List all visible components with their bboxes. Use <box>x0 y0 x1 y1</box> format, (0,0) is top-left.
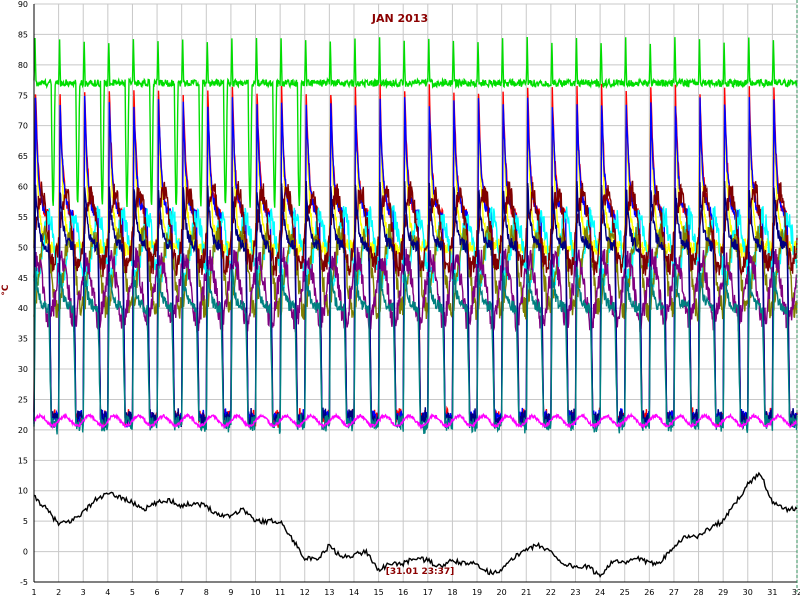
x-tick-label: 29 <box>718 588 728 597</box>
temperature-series-line <box>33 412 798 430</box>
x-tick-label: 11 <box>275 588 285 597</box>
timestamp-label: [31.01 23:37] <box>386 567 454 577</box>
series-layer <box>33 36 798 435</box>
x-tick-label: 17 <box>423 588 433 597</box>
x-tick-label: 22 <box>546 588 556 597</box>
y-tick-label: 35 <box>18 335 28 344</box>
x-tick-label: 18 <box>447 588 457 597</box>
x-tick-label: 31 <box>767 588 777 597</box>
outdoor-temperature-line <box>33 471 798 578</box>
temperature-series-line <box>33 36 798 208</box>
y-axis-unit: °C <box>1 284 11 296</box>
x-tick-label: 12 <box>300 588 310 597</box>
y-tick-label: 50 <box>18 243 28 252</box>
y-tick-label: 40 <box>18 304 28 313</box>
chart-title: JAN 2013 <box>371 12 428 25</box>
x-tick-label: 28 <box>693 588 703 597</box>
x-tick-label: 7 <box>179 588 184 597</box>
x-tick-label: 23 <box>570 588 580 597</box>
temperature-series-line <box>33 180 798 429</box>
y-tick-label: 85 <box>18 30 28 39</box>
outdoor-layer <box>33 471 798 578</box>
y-tick-label: 60 <box>18 183 28 192</box>
x-tick-label: 26 <box>644 588 654 597</box>
x-tick-label: 3 <box>81 588 86 597</box>
y-tick-label: 15 <box>18 456 28 465</box>
y-tick-label: 0 <box>23 548 28 557</box>
x-tick-label: 5 <box>130 588 135 597</box>
x-tick-label: 9 <box>228 588 233 597</box>
y-tick-label: 70 <box>18 122 28 131</box>
y-tick-label: 55 <box>18 213 28 222</box>
y-tick-label: 20 <box>18 426 28 435</box>
temperature-series-line <box>33 180 798 278</box>
x-tick-label: 30 <box>743 588 753 597</box>
x-tick-label: 19 <box>472 588 482 597</box>
x-tick-label: 10 <box>250 588 260 597</box>
y-tick-label: 90 <box>18 0 28 9</box>
y-tick-label: 30 <box>18 365 28 374</box>
x-tick-label: 2 <box>56 588 61 597</box>
y-tick-label: 25 <box>18 395 28 404</box>
y-tick-label: 75 <box>18 91 28 100</box>
x-tick-label: 25 <box>620 588 630 597</box>
x-tick-label: 21 <box>521 588 531 597</box>
x-tick-label: 8 <box>204 588 209 597</box>
x-tick-label: 13 <box>324 588 334 597</box>
y-tick-label: 10 <box>18 487 28 496</box>
x-tick-label: 16 <box>398 588 408 597</box>
x-tick-label: 15 <box>373 588 383 597</box>
y-tick-label: 45 <box>18 274 28 283</box>
x-tick-label: 4 <box>105 588 110 597</box>
x-tick-label: 24 <box>595 588 605 597</box>
y-tick-label: 65 <box>18 152 28 161</box>
x-tick-label: 32 <box>792 588 800 597</box>
y-tick-label: -5 <box>20 578 28 587</box>
y-tick-label: 80 <box>18 61 28 70</box>
x-tick-label: 14 <box>349 588 359 597</box>
x-tick-label: 1 <box>31 588 36 597</box>
x-tick-label: 6 <box>155 588 160 597</box>
x-tick-label: 27 <box>669 588 679 597</box>
x-tick-label: 20 <box>497 588 507 597</box>
y-tick-label: 5 <box>23 517 28 526</box>
